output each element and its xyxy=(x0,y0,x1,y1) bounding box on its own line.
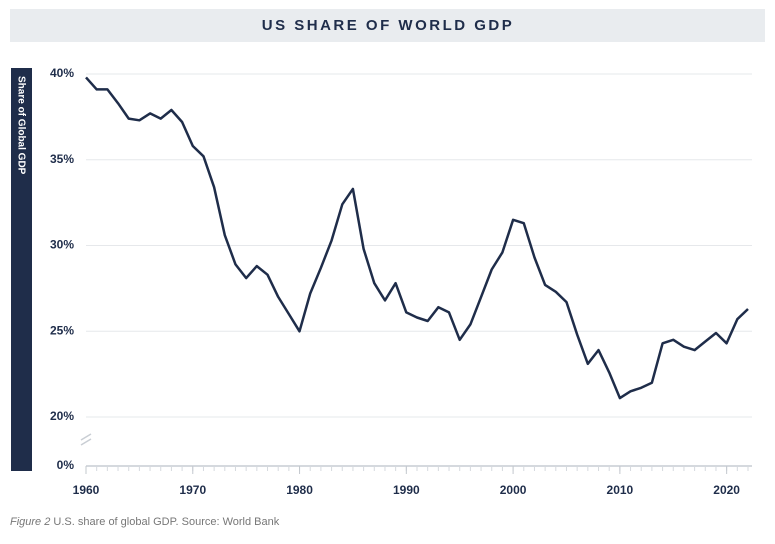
caption-label: Figure 2 xyxy=(10,516,50,528)
y-tick-label: 40% xyxy=(50,66,74,80)
chart-title: US SHARE OF WORLD GDP xyxy=(262,17,515,34)
x-tick-label: 1980 xyxy=(286,483,313,497)
y-tick-label: 0% xyxy=(57,458,75,472)
y-label-bar xyxy=(11,68,32,471)
y-tick-label: 20% xyxy=(50,409,74,423)
x-tick-label: 1990 xyxy=(393,483,420,497)
axis-break xyxy=(80,433,92,441)
y-tick-label: 30% xyxy=(50,238,74,252)
x-tick-label: 1960 xyxy=(73,483,100,497)
title-bar xyxy=(10,9,765,42)
y-tick-label: 25% xyxy=(50,323,74,337)
y-axis-label: Share of Global GDP xyxy=(15,76,26,175)
x-tick-label: 2010 xyxy=(607,483,634,497)
caption-text: U.S. share of global GDP. Source: World … xyxy=(53,516,279,528)
x-tick-label: 1970 xyxy=(179,483,206,497)
x-tick-label: 2000 xyxy=(500,483,527,497)
x-tick-label: 2020 xyxy=(713,483,740,497)
axis-break xyxy=(80,438,92,446)
caption: Figure 2 U.S. share of global GDP. Sourc… xyxy=(10,516,280,528)
y-tick-label: 35% xyxy=(50,152,74,166)
line-series xyxy=(85,76,749,400)
